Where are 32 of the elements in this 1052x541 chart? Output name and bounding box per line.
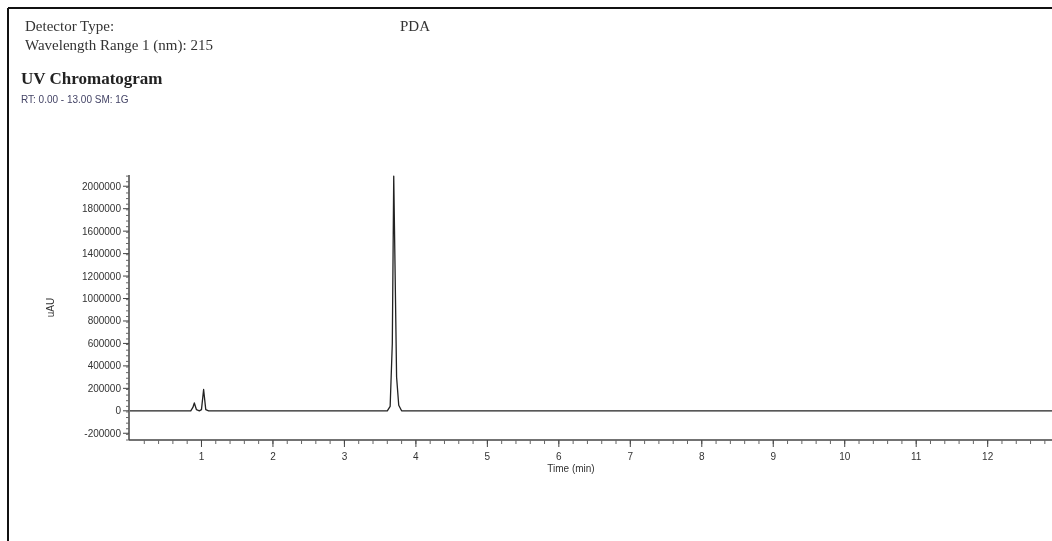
y-tick-label: 1200000 (82, 270, 122, 282)
y-axis-title: uAU (45, 297, 56, 318)
text: PDA (400, 18, 431, 34)
y-tick-label: 800000 (87, 315, 122, 327)
x-tick-label: 1 (198, 451, 205, 462)
x-tick-label: 5 (484, 451, 491, 462)
x-tick-label: 3 (341, 451, 348, 462)
y-tick-label: -200000 (84, 427, 122, 439)
y-tick-label: 400000 (87, 360, 122, 372)
y-tick-label: 2000000 (82, 180, 122, 192)
chart-subtitle: RT: 0.00 - 13.00 SM: 1G (21, 94, 129, 105)
chart-title: UV Chromatogram (21, 69, 163, 88)
x-tick-label: 12 (982, 451, 994, 462)
x-axis-title: Time (min) (547, 463, 595, 474)
x-tick-label: 11 (911, 451, 922, 462)
y-tick-label: 1800000 (82, 203, 122, 215)
y-tick-label: 0 (115, 405, 122, 417)
x-tick-label: 2 (270, 451, 277, 462)
x-tick-label: 10 (839, 451, 851, 462)
x-tick-label: 6 (556, 451, 563, 462)
y-tick-label: 600000 (87, 337, 122, 349)
x-tick-label: 8 (699, 451, 705, 462)
text: Detector Type: (25, 18, 115, 34)
x-tick-label: 4 (413, 451, 420, 462)
text: Wavelength Range 1 (nm): 215 (25, 37, 213, 54)
y-tick-label: 200000 (87, 382, 122, 394)
y-tick-label: 1000000 (82, 293, 122, 305)
x-tick-label: 9 (770, 451, 777, 462)
line-series (129, 175, 1052, 412)
x-tick-label: 7 (627, 451, 634, 462)
y-tick-label: 1400000 (82, 248, 122, 260)
y-tick-label: 1600000 (82, 225, 122, 237)
